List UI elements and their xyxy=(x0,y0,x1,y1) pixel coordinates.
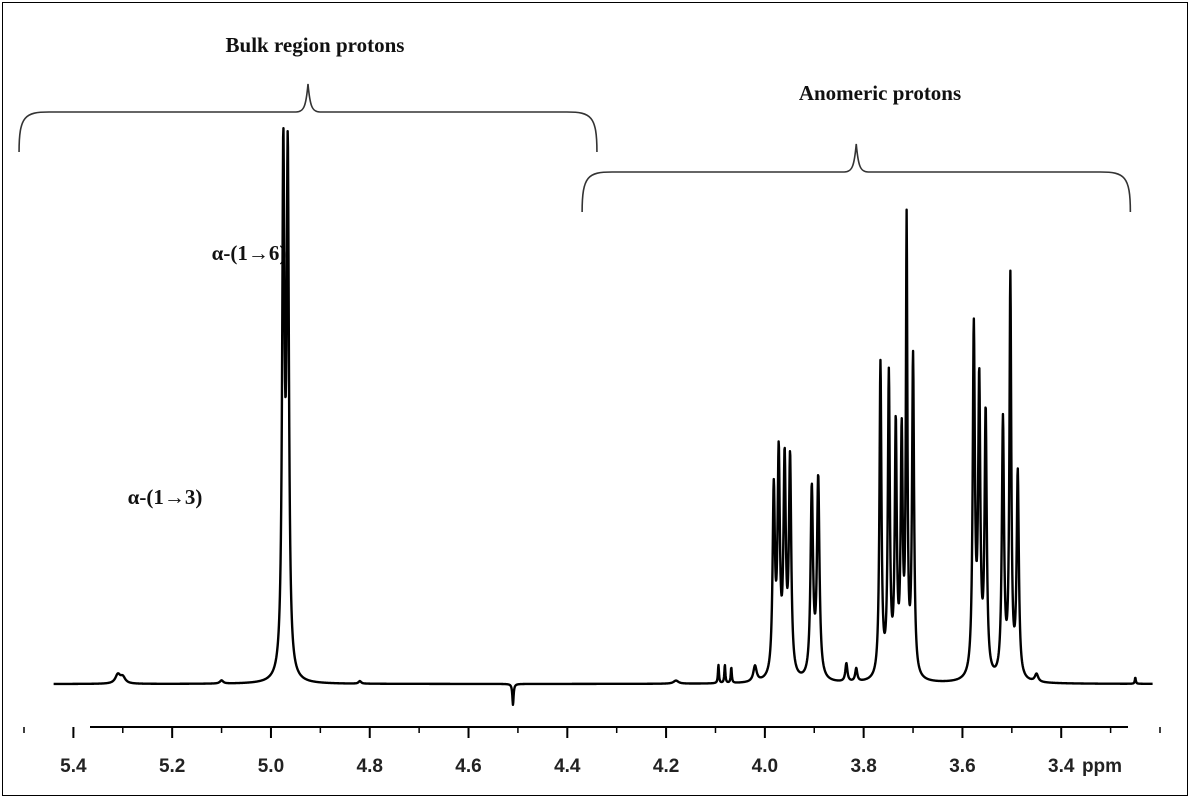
anomeric-bracket xyxy=(581,143,1132,213)
x-tick-label: 4.2 xyxy=(653,756,679,777)
alpha-1-6-label: α-(1→6) xyxy=(212,241,287,265)
anomeric-label: Anomeric protons xyxy=(799,81,961,105)
x-tick-label: 4.4 xyxy=(554,756,581,777)
x-tick-label: 4.6 xyxy=(455,756,481,777)
x-tick-label: 5.4 xyxy=(60,756,87,777)
x-tick-label: 5.0 xyxy=(258,756,284,777)
x-axis-ticks: 5.4 5.2 5.0 4.8 4.6 4.4 4.2 4.0 3.8 3.6 3.4 xyxy=(23,727,1161,777)
bulk-region-label: Bulk region protons xyxy=(226,33,405,57)
alpha-1-3-label: α-(1→3) xyxy=(128,485,203,509)
x-axis-unit-label: ppm xyxy=(1082,756,1122,777)
x-tick-label: 4.0 xyxy=(752,756,778,777)
x-axis: 5.4 5.2 5.0 4.8 4.6 4.4 4.2 4.0 3.8 3.6 3.4 ppm xyxy=(23,726,1161,777)
x-tick-label: 3.8 xyxy=(850,756,876,777)
x-tick-label: 3.6 xyxy=(949,756,975,777)
x-tick-label: 5.2 xyxy=(159,756,185,777)
spectrum-series-line xyxy=(52,126,1154,706)
x-tick-label: 4.8 xyxy=(357,756,383,777)
x-tick-label: 3.4 xyxy=(1048,756,1075,777)
bulk-region-bracket xyxy=(18,83,598,153)
